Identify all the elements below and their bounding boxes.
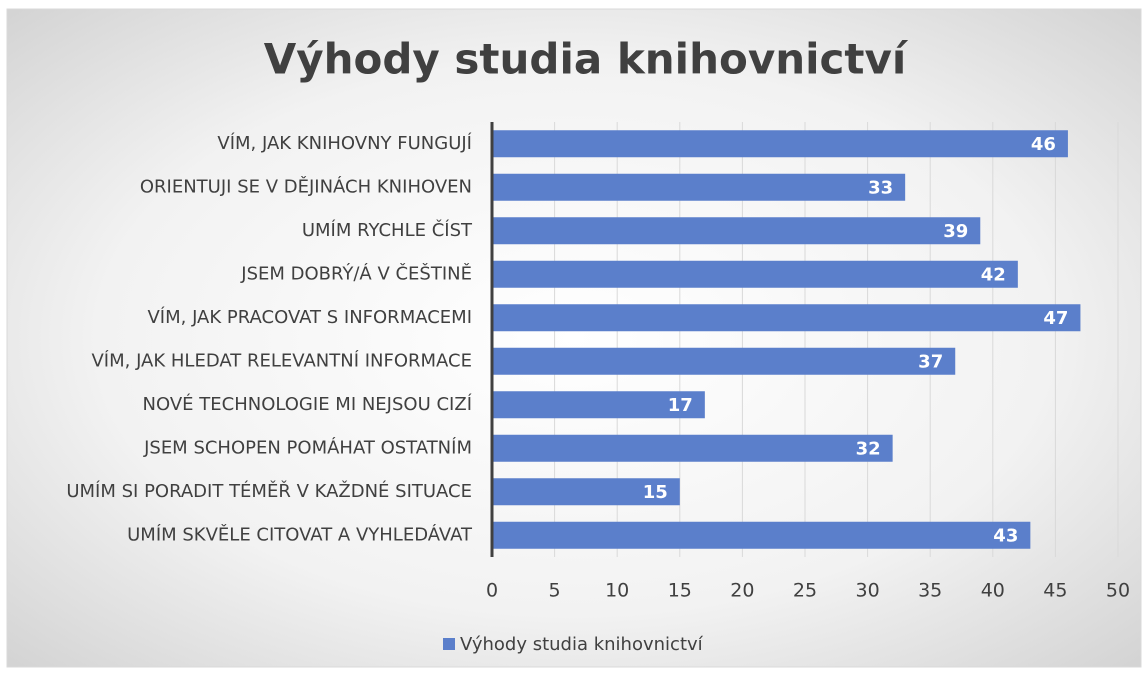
chart-background <box>6 8 1142 668</box>
x-tick-label: 35 <box>918 580 942 602</box>
chart-title: Výhody studia knihovnictví <box>264 35 909 84</box>
data-label: 33 <box>868 177 893 198</box>
y-tick-label: NOVÉ TECHNOLOGIE MI NEJSOU CIZÍ <box>143 393 472 415</box>
y-tick-label: VÍM, JAK KNIHOVNY FUNGUJÍ <box>217 132 472 154</box>
y-tick-label: UMÍM SKVĚLE CITOVAT A VYHLEDÁVAT <box>127 523 473 545</box>
bar <box>492 304 1081 332</box>
bar <box>492 173 906 201</box>
data-label: 15 <box>643 482 668 503</box>
x-tick-label: 50 <box>1106 580 1130 602</box>
bar <box>492 391 705 419</box>
y-tick-label: JSEM DOBRÝ/Á V ČEŠTINĚ <box>240 262 472 284</box>
x-tick-label: 10 <box>605 580 629 602</box>
x-tick-label: 5 <box>549 580 561 602</box>
data-label: 46 <box>1031 134 1056 155</box>
data-label: 43 <box>993 525 1018 546</box>
x-tick-label: 40 <box>981 580 1005 602</box>
bar <box>492 347 956 375</box>
x-tick-label: 30 <box>856 580 880 602</box>
bar <box>492 434 893 462</box>
x-tick-label: 15 <box>668 580 692 602</box>
data-label: 17 <box>668 395 693 416</box>
x-tick-label: 25 <box>793 580 817 602</box>
x-tick-label: 45 <box>1043 580 1067 602</box>
legend-label: Výhody studia knihovnictví <box>460 634 704 655</box>
y-tick-label: VÍM, JAK PRACOVAT S INFORMACEMI <box>147 306 472 328</box>
bar <box>492 130 1068 158</box>
legend-swatch <box>443 638 455 650</box>
y-tick-label: UMÍM RYCHLE ČÍST <box>302 219 473 241</box>
x-tick-label: 0 <box>486 580 498 602</box>
bar <box>492 260 1018 288</box>
bar <box>492 478 680 506</box>
data-label: 47 <box>1043 308 1068 329</box>
data-label: 37 <box>918 351 943 372</box>
bar <box>492 217 981 245</box>
data-label: 39 <box>943 221 968 242</box>
y-tick-label: VÍM, JAK HLEDAT RELEVANTNÍ INFORMACE <box>91 349 472 371</box>
x-tick-label: 20 <box>730 580 754 602</box>
y-tick-label: UMÍM SI PORADIT TÉMĚŘ V KAŽDNÉ SITUACE <box>66 480 472 502</box>
bar <box>492 521 1031 549</box>
data-label: 32 <box>856 438 881 459</box>
y-tick-label: JSEM SCHOPEN POMÁHAT OSTATNÍM <box>143 436 472 458</box>
data-label: 42 <box>981 264 1006 285</box>
y-tick-label: ORIENTUJI SE V DĚJINÁCH KNIHOVEN <box>140 175 472 197</box>
